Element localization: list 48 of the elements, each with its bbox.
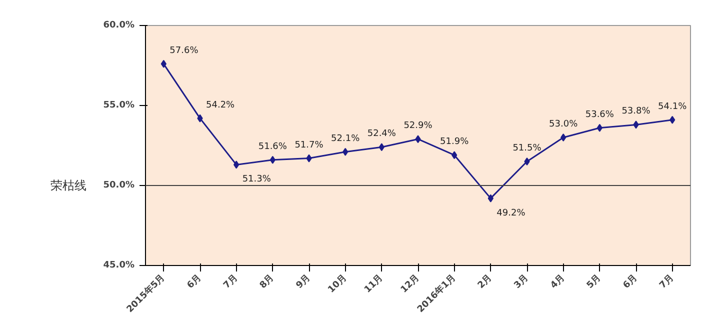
point xyxy=(270,156,276,164)
point xyxy=(596,124,602,132)
x-tick-label: 4月 xyxy=(548,272,567,291)
point xyxy=(415,135,421,144)
x-tick-label: 7月 xyxy=(657,272,676,291)
point xyxy=(633,120,639,129)
data-label: 51.9% xyxy=(440,137,470,148)
x-tick-label: 5月 xyxy=(584,272,604,291)
data-label: 53.6% xyxy=(585,110,614,120)
data-label: 49.2% xyxy=(496,208,526,218)
point xyxy=(197,114,203,122)
x-tick-label: 7月 xyxy=(221,272,240,291)
data-label: 54.1% xyxy=(658,102,688,112)
y-tick-label: 50.0% xyxy=(103,180,135,190)
point xyxy=(524,158,530,166)
point xyxy=(342,148,348,156)
data-label: 57.6% xyxy=(170,46,199,56)
x-tick-label: 10月 xyxy=(326,272,349,296)
x-tick-label: 8月 xyxy=(258,272,276,291)
data-label: 54.2% xyxy=(206,100,236,110)
data-label: 51.3% xyxy=(242,174,272,185)
x-tick-label: 6月 xyxy=(620,272,640,291)
point xyxy=(234,160,240,169)
data-label: 51.7% xyxy=(294,140,324,150)
y-tick-label: 55.0% xyxy=(103,100,135,110)
point xyxy=(378,143,384,152)
data-label: 51.5% xyxy=(512,144,542,154)
point xyxy=(452,151,458,160)
ref-line-label: 荣枯线 xyxy=(50,178,86,192)
data-label: 53.8% xyxy=(622,106,651,117)
x-tick-label: 11月 xyxy=(362,272,386,296)
x-tick-label: 2月 xyxy=(476,272,494,291)
data-label: 52.4% xyxy=(367,129,396,140)
data-label: 52.1% xyxy=(331,134,360,144)
y-tick-label: 60.0% xyxy=(103,20,135,30)
point xyxy=(670,116,676,124)
data-label: 52.9% xyxy=(404,121,433,132)
point xyxy=(488,194,494,202)
x-tick-label: 12月 xyxy=(398,272,422,296)
x-tick-label: 6月 xyxy=(184,272,204,291)
point xyxy=(560,134,566,142)
data-label: 51.6% xyxy=(258,142,288,152)
x-tick-label: 9月 xyxy=(294,272,313,291)
data-label: 53.0% xyxy=(549,120,578,130)
x-tick-label: 3月 xyxy=(512,272,531,291)
point xyxy=(160,60,166,68)
point xyxy=(306,154,312,162)
y-tick-label: 45.0% xyxy=(103,260,135,270)
